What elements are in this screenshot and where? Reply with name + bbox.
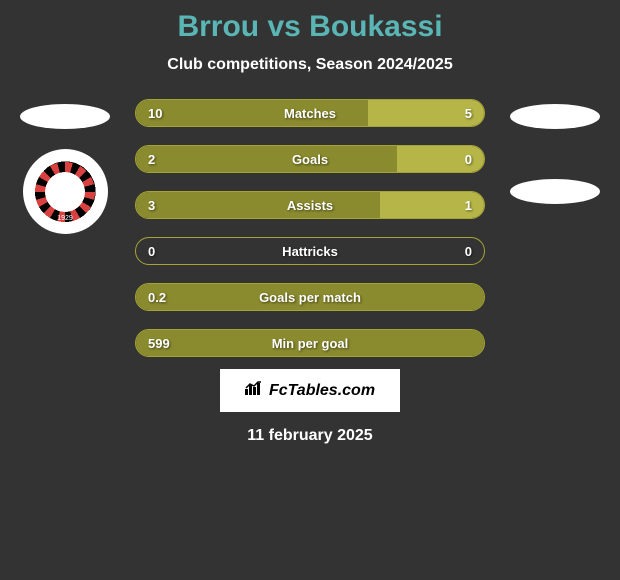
- comparison-container: Brrou vs Boukassi Club competitions, Sea…: [0, 0, 620, 455]
- stat-label: Assists: [287, 198, 333, 213]
- stat-value-right: 1: [465, 198, 472, 213]
- stat-value-left: 10: [148, 106, 162, 121]
- branding-text: FcTables.com: [269, 382, 375, 400]
- chart-icon: [245, 381, 263, 400]
- stat-value-right: 0: [465, 152, 472, 167]
- stat-value-left: 0.2: [148, 290, 166, 305]
- stat-value-right: 0: [465, 244, 472, 259]
- stat-row: 2 0 Goals: [135, 145, 485, 173]
- stat-row: 0.2 Goals per match: [135, 283, 485, 311]
- stat-value-left: 2: [148, 152, 155, 167]
- left-player-col: Локомотив София 1929: [15, 99, 115, 234]
- stat-label: Hattricks: [282, 244, 338, 259]
- stat-label: Goals per match: [259, 290, 361, 305]
- bar-left-fill: [136, 146, 397, 172]
- stats-bars: 10 5 Matches 2 0 Goals 3 1 Assists 0 0 Hattricks 0.2…: [135, 99, 485, 357]
- stat-row: 3 1 Assists: [135, 191, 485, 219]
- right-club-placeholder: [510, 179, 600, 204]
- page-title: Brrou vs Boukassi: [0, 10, 620, 44]
- stat-value-right: 5: [465, 106, 472, 121]
- right-player-col: [505, 99, 605, 204]
- content-row: Локомотив София 1929 105Matches20Goals31…: [0, 99, 620, 357]
- bar-left-fill: [136, 192, 380, 218]
- right-player-placeholder: [510, 104, 600, 129]
- date-text: 11 february 2025: [0, 427, 620, 445]
- stat-row: 10 5 Matches: [135, 99, 485, 127]
- stat-label: Min per goal: [272, 336, 349, 351]
- stat-row: 599 Min per goal: [135, 329, 485, 357]
- branding-row: FcTables.com: [0, 369, 620, 412]
- subtitle-text: Club competitions, Season 2024/2025: [0, 56, 620, 74]
- stat-row: 0 0 Hattricks: [135, 237, 485, 265]
- badge-club-text: Локомотив София: [35, 154, 94, 161]
- left-club-badge: Локомотив София 1929: [23, 149, 108, 234]
- badge-year: 1929: [57, 215, 73, 222]
- stat-label: Goals: [292, 152, 328, 167]
- left-player-placeholder: [20, 104, 110, 129]
- stat-value-left: 0: [148, 244, 155, 259]
- stat-value-left: 3: [148, 198, 155, 213]
- branding-box[interactable]: FcTables.com: [220, 369, 400, 412]
- stat-label: Matches: [284, 106, 336, 121]
- stat-value-left: 599: [148, 336, 170, 351]
